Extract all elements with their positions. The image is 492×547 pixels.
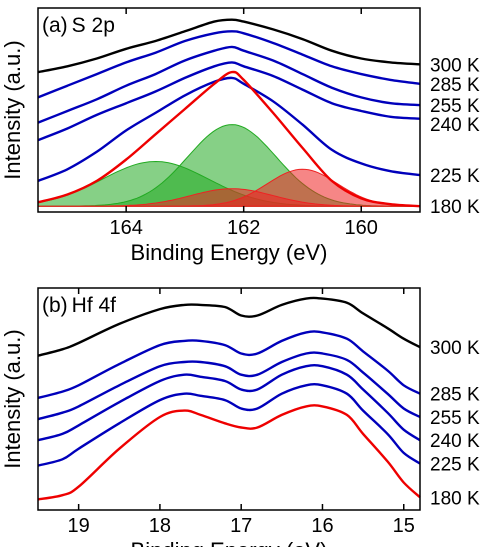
temperature-label: 240 K <box>430 431 480 452</box>
temperature-label: 285 K <box>430 385 480 406</box>
temperature-label: 225 K <box>430 454 480 475</box>
spectrum-300k <box>37 18 421 74</box>
spectrum-285k <box>37 30 421 99</box>
spectrum-300k <box>37 296 421 357</box>
spectrum-180k <box>37 70 421 208</box>
x-tick-label: 17 <box>230 515 252 537</box>
spectrum-240k <box>37 363 421 442</box>
temperature-label: 225 K <box>430 166 480 187</box>
panel-b-frame <box>37 287 421 511</box>
panel-b-x-ticks: 19 18 17 16 15 <box>68 288 415 537</box>
x-tick-label: 162 <box>227 217 260 239</box>
panel-a-label: (a) S 2p <box>42 14 115 37</box>
spectrum-225k <box>37 76 421 183</box>
x-tick-label: 15 <box>393 515 415 537</box>
temperature-label: 300 K <box>430 338 480 359</box>
temperature-label: 240 K <box>430 115 480 136</box>
panel-a-x-ticks: 164 162 160 <box>109 8 378 239</box>
panel-b-label: (b) Hf 4f <box>42 294 116 317</box>
panel-b-y-axis-title: Intensity (a.u.) <box>0 329 25 468</box>
panel-a-fit-components <box>37 124 421 207</box>
panel-a-x-axis-title: Binding Energy (eV) <box>131 240 328 265</box>
x-tick-label: 19 <box>68 515 90 537</box>
spectrum-255k <box>37 45 421 124</box>
spectrum-255k <box>37 351 421 421</box>
panel-b-spectra <box>37 296 421 501</box>
panel-a-y-axis-title: Intensity (a.u.) <box>0 40 25 179</box>
x-tick-label: 160 <box>345 217 378 239</box>
x-tick-label: 164 <box>109 217 142 239</box>
temperature-label: 300 K <box>430 55 480 76</box>
spectrum-180k <box>37 404 421 501</box>
fit-component-4 <box>38 168 421 207</box>
panel-a-spectra <box>37 18 421 208</box>
temperature-label: 255 K <box>430 408 480 429</box>
temperature-label: 285 K <box>430 75 480 96</box>
temperature-label: 255 K <box>430 96 480 117</box>
x-tick-label: 18 <box>149 515 171 537</box>
spectrum-225k <box>37 382 421 467</box>
spectrum-240k <box>37 61 421 142</box>
x-tick-label: 16 <box>311 515 333 537</box>
temperature-label: 180 K <box>430 197 480 218</box>
spectrum-285k <box>37 330 421 400</box>
temperature-label: 180 K <box>430 488 480 509</box>
panel-b-x-axis-title: Binding Energy (eV) <box>131 538 328 547</box>
panel-a-frame <box>37 7 421 213</box>
